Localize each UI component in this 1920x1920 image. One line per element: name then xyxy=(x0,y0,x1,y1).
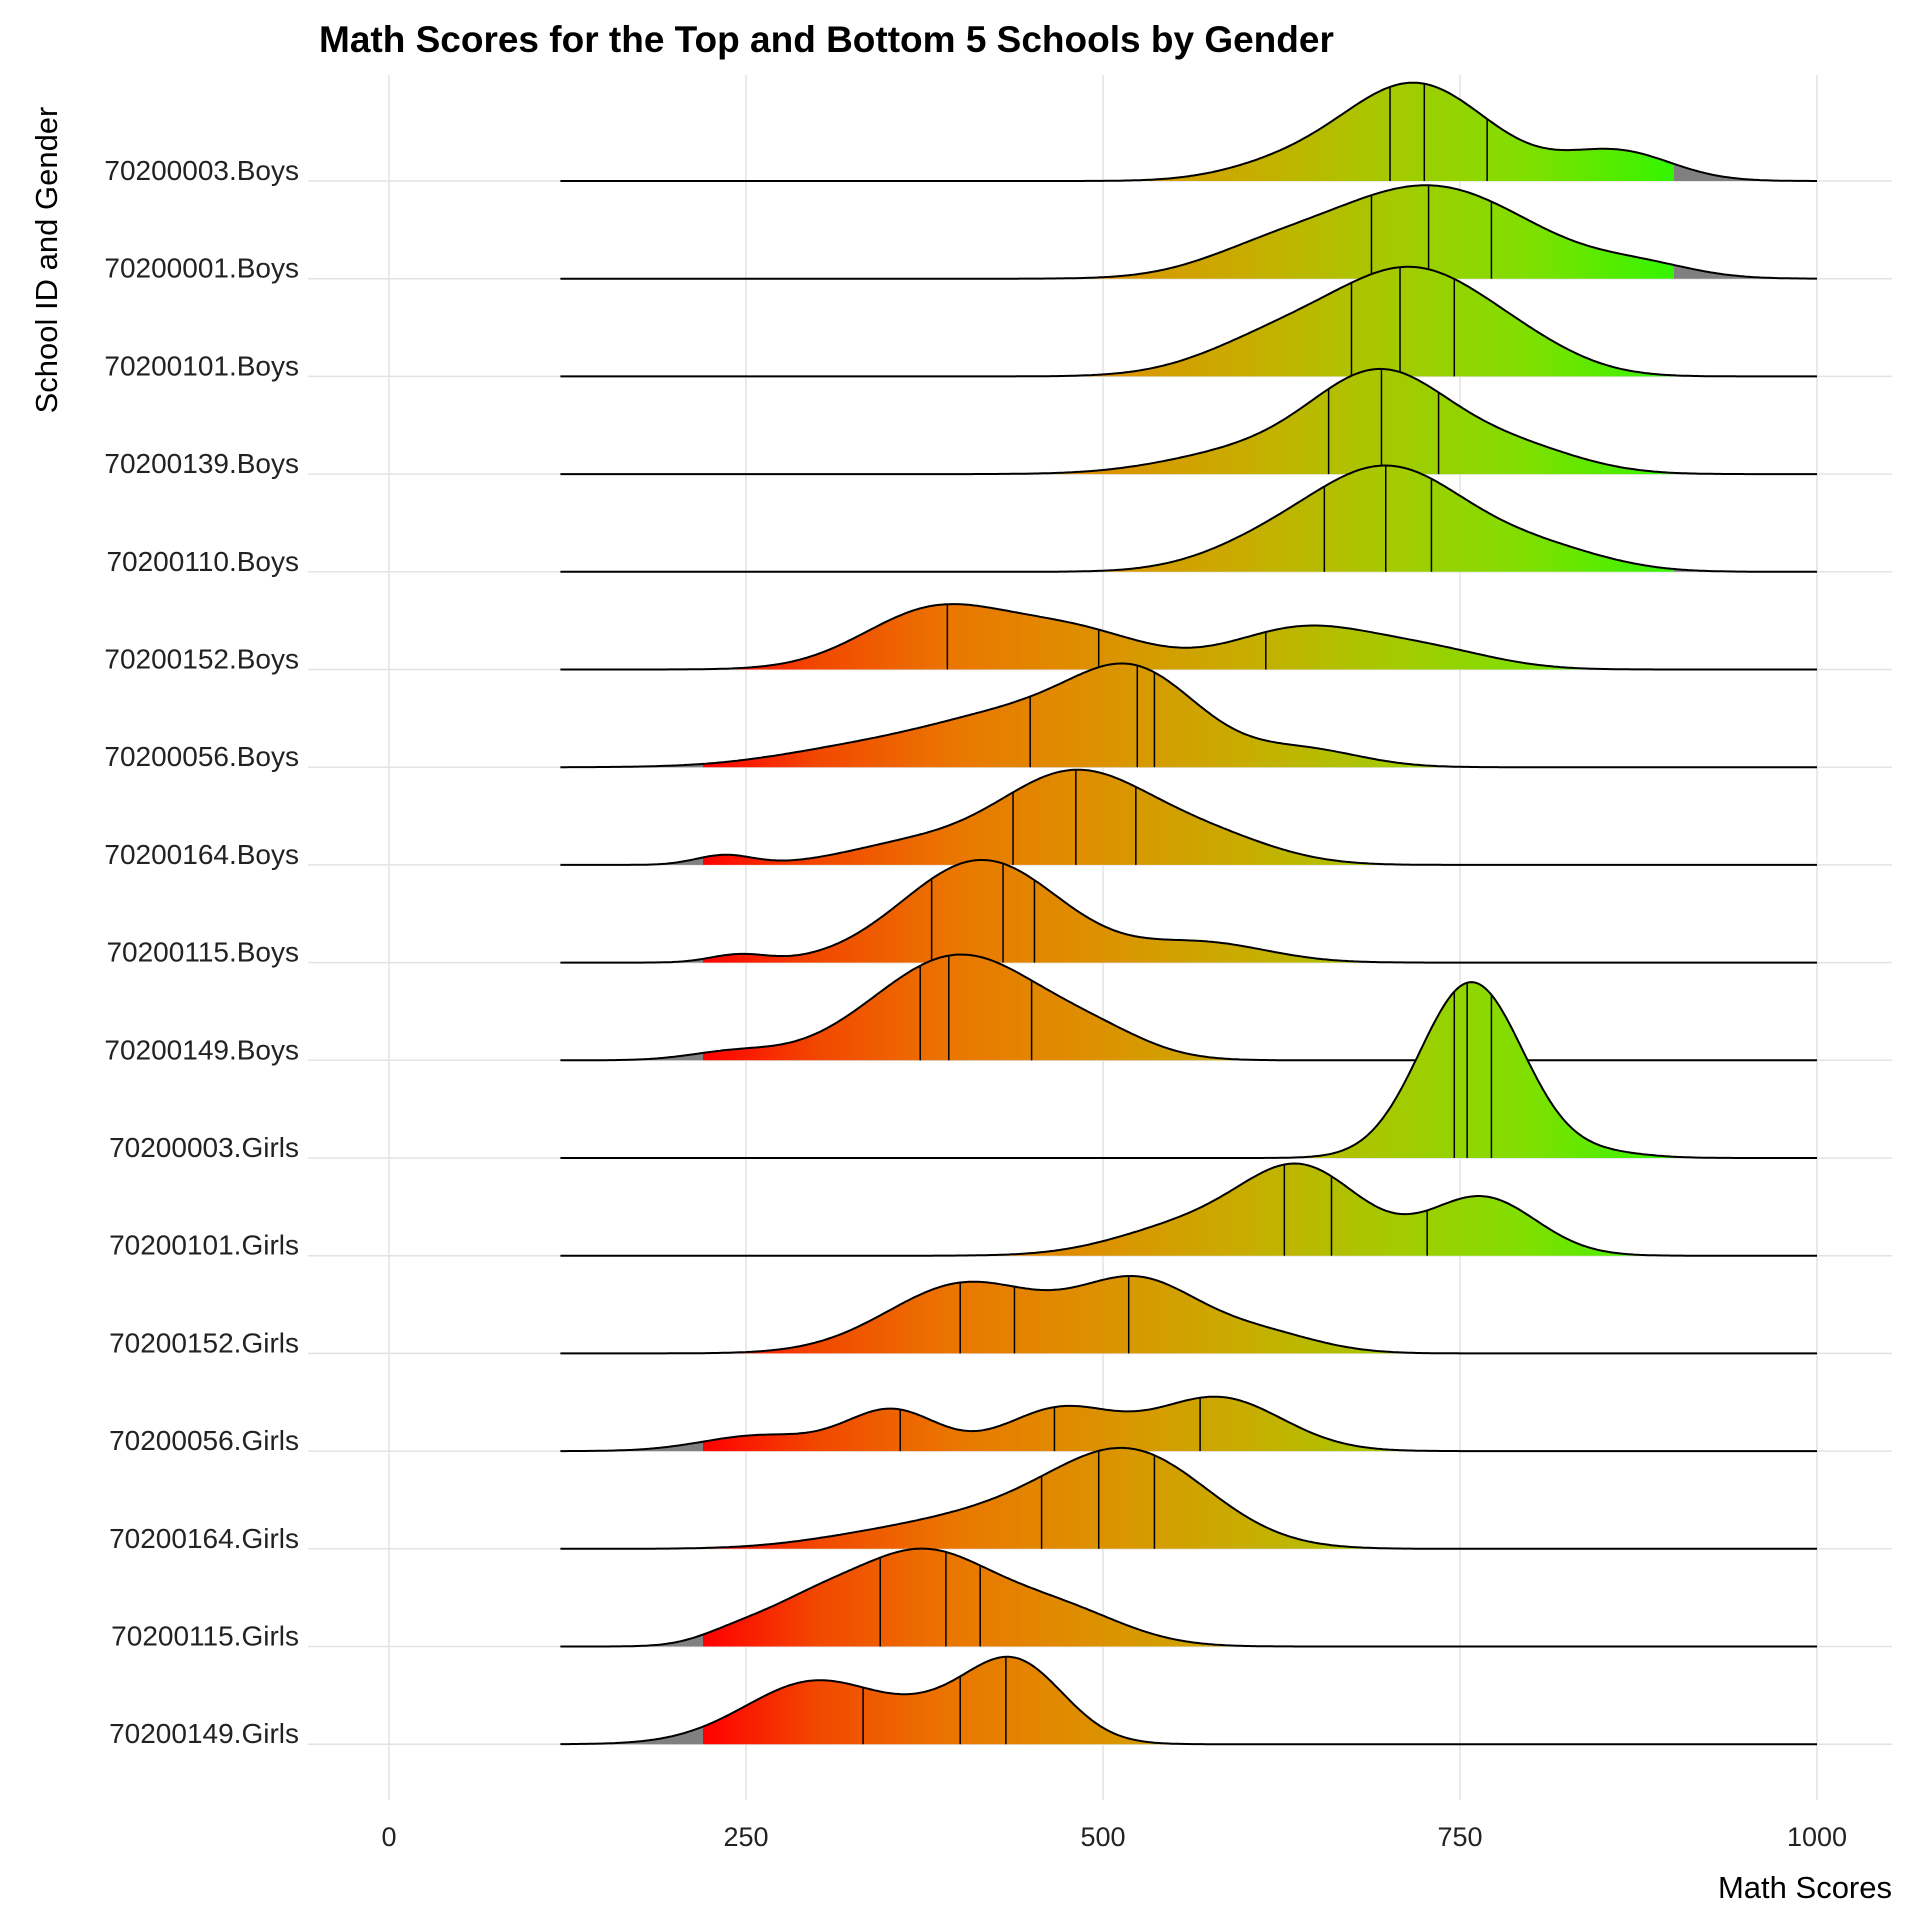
ridge-70200110.Boys xyxy=(560,464,1817,573)
row-label: 70200139.Boys xyxy=(104,448,299,479)
row-label: 70200115.Girls xyxy=(111,1621,299,1652)
density-line xyxy=(560,464,1817,573)
x-tick-labels: 0 250 500 750 1000 xyxy=(381,1822,1847,1852)
ridge-70200115.Girls xyxy=(560,1547,1817,1648)
row-label: 70200056.Girls xyxy=(109,1425,299,1456)
row-label: 70200149.Boys xyxy=(104,1034,299,1065)
row-label: 70200149.Girls xyxy=(109,1718,299,1749)
ridge-70200003.Boys xyxy=(560,81,1817,182)
density-line xyxy=(560,184,1817,280)
density-area xyxy=(560,1163,1817,1256)
y-tick-labels: 70200003.Boys 70200001.Boys 70200101.Boys 7… xyxy=(104,155,299,1749)
density-line xyxy=(560,1547,1817,1648)
density-line xyxy=(560,1655,1817,1746)
x-tick-label: 750 xyxy=(1437,1822,1482,1852)
row-label: 70200003.Boys xyxy=(104,155,299,186)
density-area xyxy=(560,465,1817,572)
ridge-70200164.Girls xyxy=(560,1446,1817,1550)
x-tick-label: 0 xyxy=(381,1822,396,1852)
density-line xyxy=(560,662,1817,769)
row-label: 70200164.Boys xyxy=(104,839,299,870)
row-label: 70200110.Boys xyxy=(106,546,299,577)
density-area xyxy=(560,604,1817,670)
density-area xyxy=(560,954,1817,1061)
ridge-70200056.Boys xyxy=(560,662,1817,769)
density-line xyxy=(560,603,1817,671)
row-label: 70200003.Girls xyxy=(109,1132,299,1163)
ridge-70200164.Boys xyxy=(560,768,1817,866)
row-label: 70200001.Boys xyxy=(104,253,299,284)
density-area xyxy=(560,266,1817,377)
row-label: 70200152.Girls xyxy=(109,1327,299,1358)
density-area xyxy=(560,982,1817,1158)
ridge-70200115.Boys xyxy=(560,859,1817,964)
density-line xyxy=(560,1275,1817,1355)
density-line xyxy=(560,953,1817,1062)
row-label: 70200164.Girls xyxy=(109,1523,299,1554)
density-area xyxy=(560,1276,1817,1354)
density-area xyxy=(560,1396,1817,1452)
x-tick-label: 500 xyxy=(1080,1822,1125,1852)
ridge-70200101.Boys xyxy=(560,265,1817,378)
row-label: 70200152.Boys xyxy=(104,644,299,675)
x-tick-label: 1000 xyxy=(1787,1822,1847,1852)
density-area xyxy=(560,1447,1817,1549)
density-area xyxy=(560,769,1817,865)
ridge-70200003.Girls xyxy=(560,981,1817,1159)
density-line xyxy=(560,265,1817,378)
ridge-70200001.Boys xyxy=(560,184,1817,280)
density-area xyxy=(560,1656,1817,1745)
ridge-70200152.Girls xyxy=(560,1275,1817,1355)
density-area xyxy=(560,1548,1817,1647)
row-label: 70200115.Boys xyxy=(106,937,299,968)
density-line xyxy=(560,1446,1817,1550)
density-line xyxy=(560,367,1817,476)
chart-title: Math Scores for the Top and Bottom 5 Sch… xyxy=(319,19,1334,60)
ridge-70200152.Boys xyxy=(560,603,1817,671)
x-tick-label: 250 xyxy=(723,1822,768,1852)
row-label: 70200056.Boys xyxy=(104,741,299,772)
density-line xyxy=(560,1395,1817,1453)
ridge-70200056.Girls xyxy=(560,1395,1817,1453)
density-area xyxy=(560,82,1817,181)
density-area xyxy=(560,663,1817,768)
density-line xyxy=(560,981,1817,1159)
density-area xyxy=(560,860,1817,963)
density-line xyxy=(560,1162,1817,1257)
ridge-70200149.Boys xyxy=(560,953,1817,1062)
ridge-70200149.Girls xyxy=(560,1655,1817,1746)
ridge-70200101.Girls xyxy=(560,1162,1817,1257)
density-line xyxy=(560,859,1817,964)
y-axis-label: School ID and Gender xyxy=(29,107,64,414)
density-line xyxy=(560,81,1817,182)
x-axis-label: Math Scores xyxy=(1718,1870,1892,1905)
row-label: 70200101.Boys xyxy=(104,350,299,381)
density-area xyxy=(560,368,1817,475)
density-area xyxy=(560,185,1817,279)
ridges xyxy=(560,81,1817,1746)
row-label: 70200101.Girls xyxy=(109,1230,299,1261)
density-line xyxy=(560,768,1817,866)
ridge-70200139.Boys xyxy=(560,367,1817,476)
